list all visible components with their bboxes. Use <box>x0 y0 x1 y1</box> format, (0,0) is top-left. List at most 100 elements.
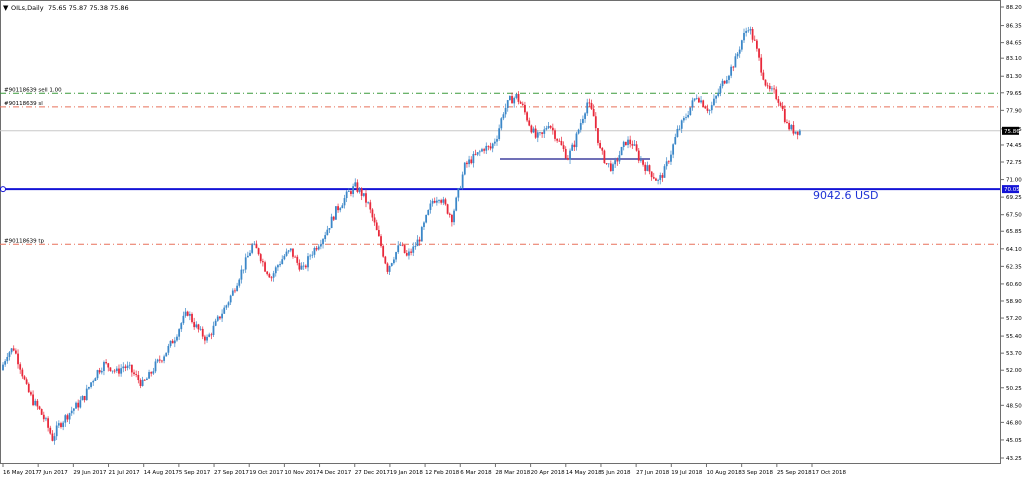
candle-body <box>708 110 711 112</box>
price-tick-label: 77.90 <box>1006 108 1022 114</box>
candle-body <box>408 251 410 256</box>
candle-body <box>107 363 110 368</box>
candle-body <box>216 316 219 321</box>
candle-body <box>635 144 638 151</box>
candle-body <box>21 369 24 377</box>
price-tick-label: 46.80 <box>1006 420 1022 426</box>
candle-body <box>330 216 333 229</box>
candle-body <box>79 400 82 408</box>
price-tick-label: 79.65 <box>1006 91 1022 97</box>
candle-body <box>188 314 191 316</box>
date-tick-label: 4 Dec 2017 <box>320 470 352 476</box>
candle-body <box>732 66 735 68</box>
candle-body <box>751 29 754 40</box>
candle-body <box>212 325 215 335</box>
candle-body <box>103 362 105 371</box>
candle-body <box>51 433 54 441</box>
candle-body <box>631 144 634 146</box>
price-axis[interactable]: 88.2086.3584.6583.1081.3079.6577.9076.05… <box>1000 5 1022 462</box>
candle-body <box>328 228 331 230</box>
candle-body <box>266 271 269 275</box>
candle-body <box>620 146 623 156</box>
candle-body <box>640 160 642 161</box>
candle-body <box>508 96 511 101</box>
candle-body <box>652 177 655 179</box>
candle-body <box>695 98 698 99</box>
date-tick-label: 21 Jul 2017 <box>109 470 141 476</box>
candle-body <box>743 32 745 41</box>
plot-area[interactable] <box>0 0 1001 464</box>
candle-body <box>590 103 593 109</box>
candle-body <box>113 370 116 372</box>
candle-body <box>519 101 522 104</box>
candle-body <box>691 100 694 108</box>
candle-body <box>249 252 251 256</box>
candle-body <box>612 164 614 171</box>
candle-body <box>783 109 786 123</box>
candle-body <box>390 263 393 266</box>
candle-body <box>350 191 352 194</box>
candle-body <box>283 255 286 260</box>
candle-body <box>414 246 417 247</box>
collapse-arrow-icon[interactable]: ▼ <box>3 4 9 12</box>
candle-body <box>53 436 56 441</box>
candle-body <box>315 247 318 250</box>
candle-body <box>760 57 763 73</box>
candle-body <box>678 128 681 130</box>
candle-body <box>234 290 236 292</box>
candle-body <box>259 254 262 262</box>
candle-body <box>506 100 509 108</box>
candle-body <box>47 418 50 428</box>
candle-body <box>788 122 791 130</box>
candle-body <box>771 88 773 90</box>
candle-body <box>313 247 316 255</box>
candle-body <box>755 40 758 49</box>
candle-body <box>605 163 608 164</box>
candle-body <box>130 364 133 373</box>
candle-body <box>178 329 181 337</box>
candle-body <box>455 197 458 211</box>
candle-body <box>642 160 644 165</box>
candle-body <box>461 174 464 188</box>
candle-body <box>579 123 582 130</box>
candle-body <box>476 152 479 155</box>
candle-body <box>768 85 771 90</box>
candle-body <box>575 133 578 148</box>
candle-body <box>446 204 449 214</box>
price-tick-label: 72.75 <box>1006 160 1022 166</box>
candle-body <box>34 400 37 406</box>
candle-body <box>386 263 389 272</box>
candle-body <box>358 188 361 192</box>
candle-body <box>710 105 713 111</box>
candle-body <box>92 381 95 383</box>
candle-body <box>524 104 526 113</box>
candle-body <box>55 425 58 437</box>
candle-body <box>781 105 784 110</box>
candle-body <box>371 209 374 218</box>
candle-body <box>779 102 782 106</box>
profit-readout: 9042.6 USD <box>813 189 879 202</box>
line-handle-icon[interactable] <box>0 186 6 193</box>
candle-body <box>586 102 589 114</box>
candle-body <box>627 139 629 146</box>
candle-body <box>521 103 524 105</box>
candle-body <box>72 408 75 411</box>
candle-body <box>399 244 402 246</box>
candle-body <box>564 148 567 159</box>
price-tick-label: 83.10 <box>1006 56 1022 62</box>
candle-body <box>502 114 505 119</box>
candle-body <box>549 125 552 128</box>
candle-body <box>713 98 715 106</box>
candle-body <box>700 100 702 103</box>
price-tick-label: 88.20 <box>1006 5 1022 11</box>
candle-body <box>68 413 71 420</box>
time-axis[interactable]: 16 May 2017 7 Jun 2017 29 Jun 2017 21 Jul 2… <box>2 463 847 476</box>
candle-body <box>725 79 728 84</box>
candle-body <box>360 188 363 196</box>
date-tick-label: 10 Aug 2018 <box>706 470 742 476</box>
candle-body <box>609 163 612 171</box>
candle-body <box>251 244 254 253</box>
date-tick-label: 25 Sep 2018 <box>777 470 812 476</box>
